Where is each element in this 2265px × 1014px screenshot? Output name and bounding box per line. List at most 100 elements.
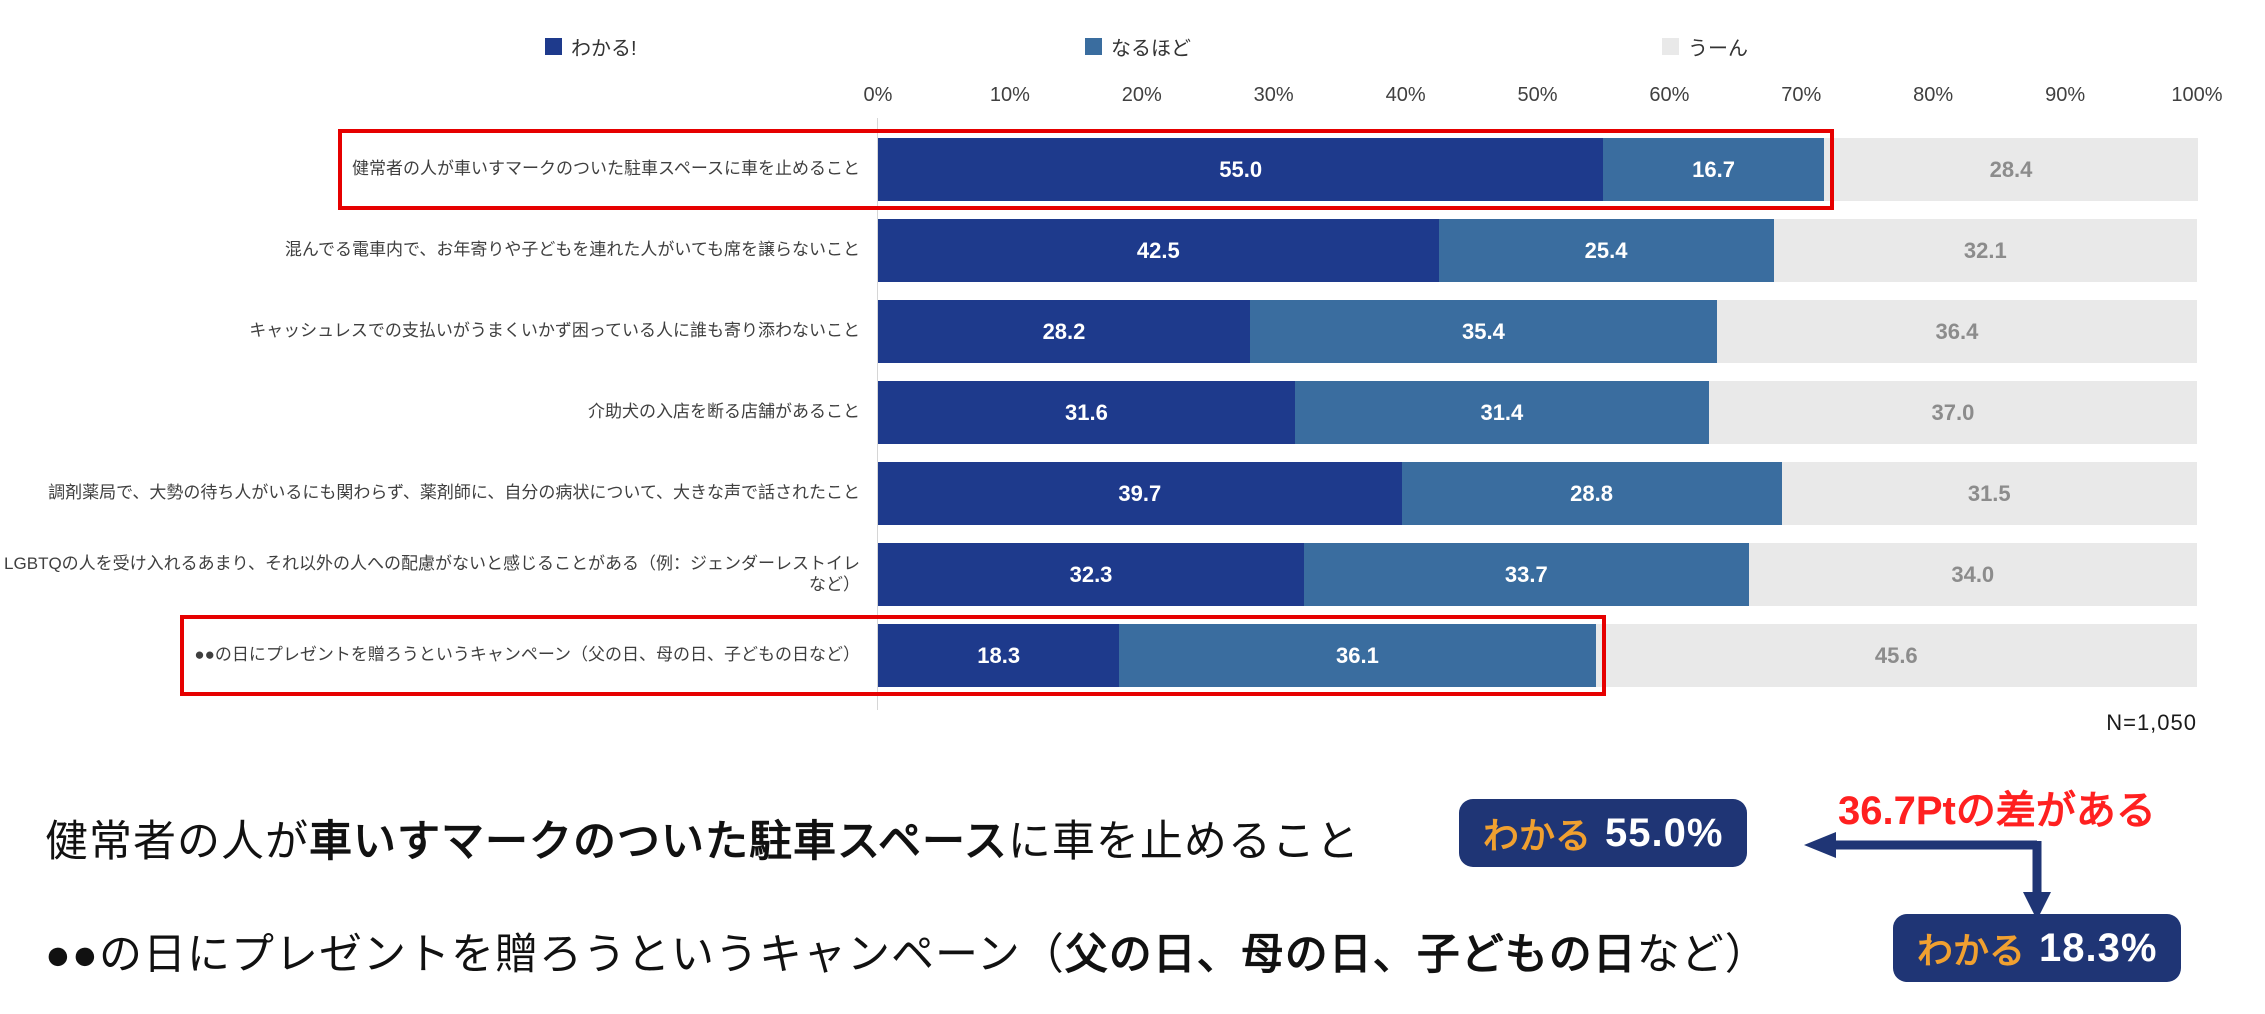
category-label: LGBTQの人を受け入れるあまり、それ以外の人への配慮がないと感じることがある（… (0, 554, 860, 595)
bar-segment: 39.7 (878, 462, 1402, 525)
bar-value: 16.7 (1692, 156, 1735, 182)
bar-value: 34.0 (1951, 561, 1995, 587)
bar-segment: 25.4 (1438, 219, 1774, 282)
category-label: 混んでる電車内で、お年寄りや子どもを連れた人がいても席を譲らないこと (0, 240, 860, 260)
bar-value: 28.4 (1989, 156, 2033, 182)
chart-row: 介助犬の入店を断る店舗があること 31.6 31.4 37.0 (0, 381, 2197, 444)
difference-label: 36.7Ptの差がある (1838, 789, 2156, 833)
bar-value: 28.8 (1570, 480, 1613, 506)
legend-swatch-icon (545, 37, 562, 55)
emphasis-text: 車いすマークのついた駐車スペース (309, 818, 1008, 866)
legend-label: うーん (1688, 37, 1748, 60)
chart-rows: 健常者の人が車いすマークのついた駐車スペースに車を止めること 55.0 16.7 28… (0, 138, 2199, 705)
category-label-text: 介助犬の入店を断る店舗があること (588, 402, 860, 422)
bar-value: 31.4 (1480, 399, 1524, 425)
sample-size-label: N=1,050 (2106, 710, 2197, 735)
legend-label: わかる! (571, 37, 637, 60)
wakaru-badge-18: わかる 18.3% (1893, 914, 2182, 982)
category-label: キャッシュレスでの支払いがうまくいかず困っている人に誰も寄り添わないこと (0, 321, 860, 341)
emphasis-text: 父の日、母の日、子どもの日 (1064, 931, 1637, 979)
x-axis-tick: 40% (1385, 84, 1426, 106)
stacked-bar: 39.7 28.8 31.5 (878, 462, 2197, 525)
bar-segment: 32.1 (1773, 219, 2197, 282)
bar-segment: 31.6 (878, 381, 1295, 444)
legend-item: わかる! (545, 30, 637, 62)
category-label: 健常者の人が車いすマークのついた駐車スペースに車を止めること (0, 159, 860, 179)
bar-value: 36.4 (1935, 318, 1979, 344)
bar-segment: 42.5 (878, 219, 1439, 282)
x-axis-tick: 30% (1253, 84, 1294, 106)
chart-row: LGBTQの人を受け入れるあまり、それ以外の人への配慮がないと感じることがある（… (0, 543, 2197, 606)
chart-row: 調剤薬局で、大勢の待ち人がいるにも関わらず、薬剤師に、自分の病状について、大きな… (0, 462, 2197, 525)
chart-legend: わかる! なるほど うーん (0, 30, 2265, 62)
bar-segment: 28.4 (1823, 138, 2199, 201)
bar-value: 35.4 (1462, 318, 1505, 344)
legend-label: なるほど (1111, 37, 1191, 60)
zero-axis-line (877, 118, 878, 710)
chart-row: 混んでる電車内で、お年寄りや子どもを連れた人がいても席を譲らないこと 42.5 25… (0, 219, 2197, 282)
bar-segment: 16.7 (1603, 138, 1824, 201)
x-axis-tick: 70% (1781, 84, 1822, 106)
bar-segment: 45.6 (1595, 624, 2197, 687)
bar-segment: 34.0 (1748, 543, 2197, 606)
chart-row: 健常者の人が車いすマークのついた駐車スペースに車を止めること 55.0 16.7 28… (0, 138, 2199, 201)
stacked-bar: 31.6 31.4 37.0 (878, 381, 2197, 444)
annotation-line1: 健常者の人が車いすマークのついた駐車スペースに車を止めること (45, 807, 1360, 869)
bar-value: 55.0 (1219, 156, 1263, 182)
bar-segment: 28.2 (878, 300, 1250, 363)
bar-segment: 36.1 (1119, 624, 1596, 687)
annotation-line2: ●●の日にプレゼントを贈ろうというキャンペーン（父の日、母の日、子どもの日など） (45, 920, 1769, 982)
bar-segment: 37.0 (1708, 381, 2197, 444)
bar-value: 39.7 (1118, 480, 1162, 506)
x-axis: 0% 10% 20% 30% 40% 50% 60% 70% 80% 90% 100% (864, 84, 2223, 112)
x-axis-tick: 10% (989, 84, 1030, 106)
plain-text: 健常者の人が (45, 818, 309, 866)
chart-row: ●●の日にプレゼントを贈ろうというキャンペーン（父の日、母の日、子どもの日など）… (0, 624, 2197, 687)
bar-value: 32.1 (1963, 237, 2007, 263)
bar-value: 45.6 (1874, 642, 1918, 668)
bar-value: 31.6 (1064, 399, 1108, 425)
stacked-bar: 55.0 16.7 28.4 (878, 138, 2199, 201)
bar-segment: 31.4 (1294, 381, 1709, 444)
bar-segment: 31.5 (1781, 462, 2197, 525)
legend-swatch-icon (1662, 37, 1679, 55)
bar-value: 37.0 (1931, 399, 1975, 425)
wakaru-badge-55: わかる 55.0% (1459, 799, 1748, 867)
bar-value: 42.5 (1136, 237, 1180, 263)
category-label-text: 調剤薬局で、大勢の待ち人がいるにも関わらず、薬剤師に、自分の病状について、大きな… (48, 483, 860, 503)
category-label: 介助犬の入店を断る店舗があること (0, 402, 860, 422)
bar-segment: 32.3 (878, 543, 1305, 606)
category-label-text: 混んでる電車内で、お年寄りや子どもを連れた人がいても席を譲らないこと (284, 240, 860, 260)
stacked-bar: 18.3 36.1 45.6 (878, 624, 2197, 687)
bar-segment: 35.4 (1249, 300, 1717, 363)
bar-value: 18.3 (977, 642, 1021, 668)
category-label: 調剤薬局で、大勢の待ち人がいるにも関わらず、薬剤師に、自分の病状について、大きな… (0, 483, 860, 503)
badge-value: 18.3% (2039, 925, 2158, 970)
category-label-text: 健常者の人が車いすマークのついた駐車スペースに車を止めること (352, 159, 860, 179)
x-axis-tick: 20% (1121, 84, 1162, 106)
badge-label: わかる (1917, 930, 2026, 971)
stacked-bar: 42.5 25.4 32.1 (878, 219, 2197, 282)
plain-text: など） (1636, 931, 1769, 979)
bar-value: 25.4 (1584, 237, 1628, 263)
stacked-bar: 32.3 33.7 34.0 (878, 543, 2197, 606)
bar-segment: 18.3 (878, 624, 1120, 687)
x-axis-tick: 80% (1913, 84, 1954, 106)
bar-segment: 28.8 (1401, 462, 1782, 525)
bar-value: 33.7 (1504, 561, 1548, 587)
plain-text: ●●の日にプレゼントを贈ろうというキャンペーン（ (45, 931, 1065, 979)
bar-value: 36.1 (1336, 642, 1379, 668)
legend-item: なるほど (1085, 30, 1191, 62)
badge-value: 55.0% (1605, 810, 1724, 855)
category-label-text: キャッシュレスでの支払いがうまくいかず困っている人に誰も寄り添わないこと (249, 321, 860, 341)
x-axis-tick: 0% (863, 84, 893, 106)
legend-item: うーん (1662, 30, 1748, 62)
bar-value: 28.2 (1042, 318, 1086, 344)
bar-segment: 33.7 (1304, 543, 1749, 606)
diff-arrow-icon (1804, 832, 2051, 920)
legend-swatch-icon (1085, 37, 1102, 55)
badge-label: わかる (1483, 815, 1592, 856)
plain-text: に車を止めること (1007, 818, 1360, 866)
stacked-bar: 28.2 35.4 36.4 (878, 300, 2197, 363)
